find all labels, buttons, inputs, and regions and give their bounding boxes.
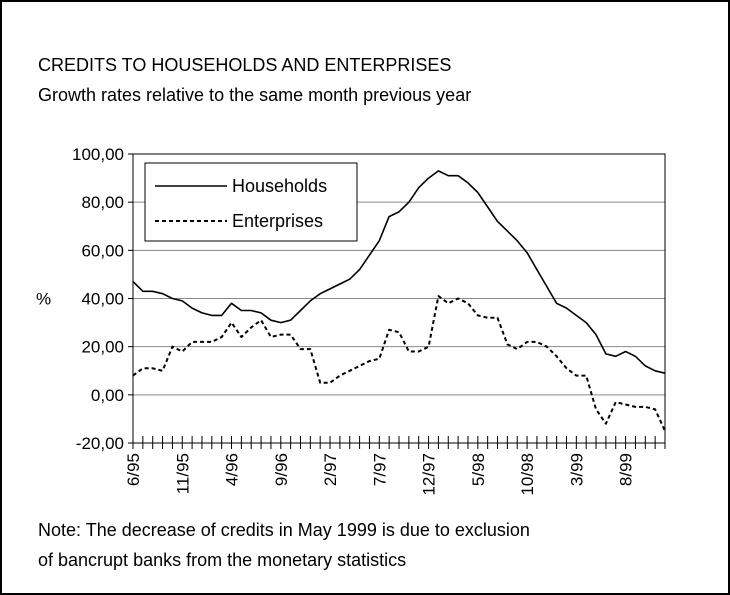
legend-label-households: Households [232,176,327,196]
chart-title: CREDITS TO HOUSEHOLDS AND ENTERPRISES [38,55,452,75]
x-tick-label: 6/95 [124,453,143,486]
y-tick-label: 20,00 [81,338,124,357]
series-lines [132,170,666,432]
x-tick-label: 5/98 [469,453,488,486]
x-tick-label: 10/98 [518,453,537,496]
x-tick-label: 11/95 [173,453,192,494]
y-tick-label: 40,00 [81,290,124,309]
chart-note-line-1: Note: The decrease of credits in May 199… [38,520,530,540]
legend-box [144,162,358,242]
x-tick-label: 9/96 [272,453,291,486]
y-tick-label: -20,00 [76,434,124,453]
series-line-households [132,170,666,374]
y-tick-label: 0,00 [91,386,124,405]
x-tick-label: 2/97 [321,453,340,486]
y-axis-label: % [36,290,51,309]
x-tick-label: 7/97 [370,453,389,486]
y-tick-label: 100,00 [72,145,124,164]
x-tick-label: 4/96 [223,453,242,486]
chart-note-line-2: of bancrupt banks from the monetary stat… [38,550,407,570]
x-tick-label: 8/99 [617,453,636,486]
x-tick-label: 3/99 [567,453,586,486]
chart-subtitle: Growth rates relative to the same month … [38,85,472,105]
axes: -20,00 0,00 20,00 40,00 60,00 80,00 100,00% 6/9… [36,145,666,496]
x-tick-label: 12/97 [420,453,439,496]
y-tick-label: 60,00 [81,241,124,260]
legend: Households Enterprises [144,162,358,242]
series-line-enterprises [132,295,666,432]
y-tick-label: 80,00 [81,193,124,212]
legend-label-enterprises: Enterprises [232,211,323,231]
